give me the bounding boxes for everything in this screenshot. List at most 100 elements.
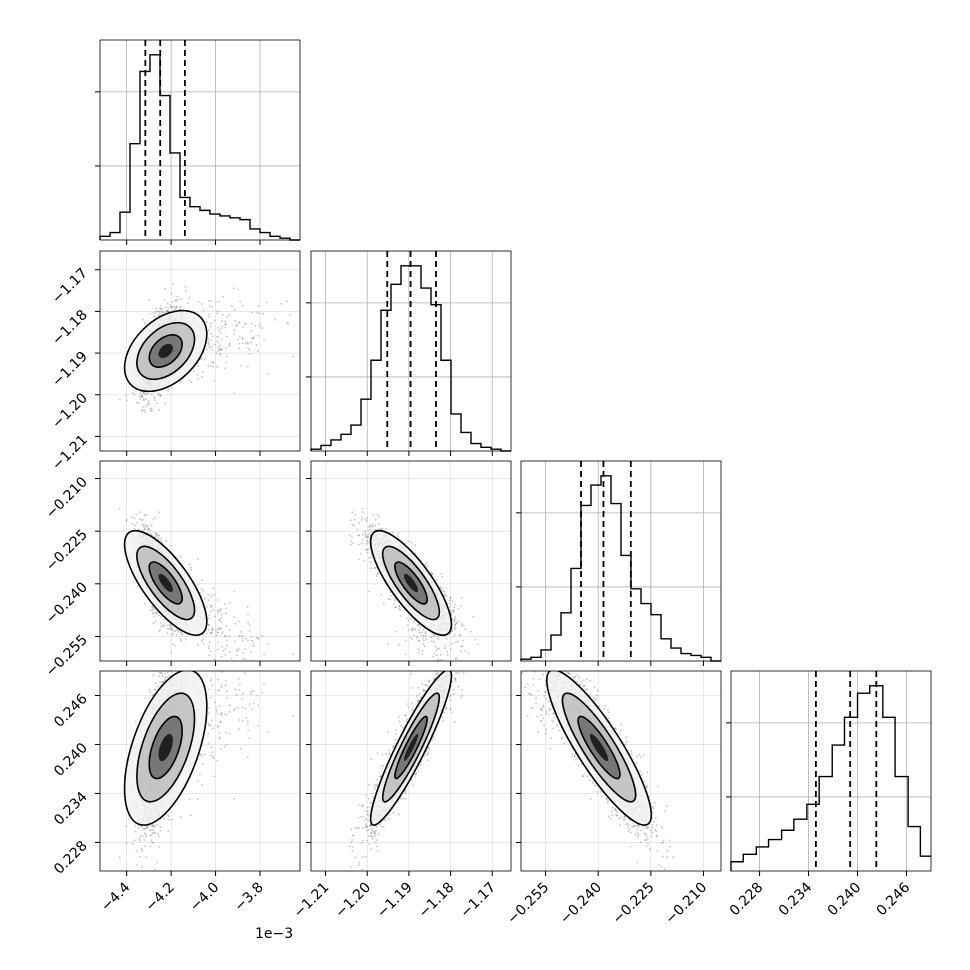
sample-point bbox=[238, 634, 240, 637]
sample-point bbox=[209, 365, 212, 367]
sample-point bbox=[257, 305, 260, 308]
sample-point bbox=[224, 320, 227, 323]
sample-point bbox=[250, 341, 253, 344]
sample-point bbox=[200, 357, 203, 360]
sample-point bbox=[263, 338, 265, 341]
sample-point bbox=[196, 377, 199, 380]
sample-point bbox=[220, 632, 223, 635]
sample-point bbox=[258, 674, 260, 676]
sample-point bbox=[131, 391, 134, 394]
sample-point bbox=[235, 649, 238, 652]
sample-point bbox=[210, 631, 212, 634]
sample-point bbox=[141, 395, 143, 398]
sample-point bbox=[210, 595, 213, 598]
sample-point bbox=[142, 525, 145, 528]
histogram-step-line bbox=[310, 265, 511, 452]
sample-point bbox=[237, 338, 240, 341]
sample-point bbox=[135, 513, 138, 516]
sample-point bbox=[225, 355, 228, 358]
sample-point bbox=[152, 607, 155, 610]
sample-point bbox=[141, 395, 144, 398]
sample-point bbox=[208, 654, 211, 657]
sample-point bbox=[171, 300, 174, 303]
sample-point bbox=[211, 335, 214, 338]
sample-point bbox=[176, 295, 179, 298]
sample-point bbox=[224, 653, 227, 656]
sample-point bbox=[208, 305, 211, 308]
sample-point bbox=[145, 398, 147, 401]
sample-point bbox=[190, 566, 192, 569]
sample-point bbox=[175, 305, 177, 308]
sample-point bbox=[141, 406, 144, 409]
sample-point bbox=[152, 622, 155, 625]
sample-point bbox=[230, 657, 233, 660]
sample-point bbox=[257, 334, 260, 337]
sample-point bbox=[161, 307, 163, 310]
sample-point bbox=[145, 524, 148, 527]
sample-point bbox=[201, 376, 204, 378]
sample-point bbox=[226, 644, 228, 647]
sample-point bbox=[159, 311, 161, 314]
sample-point bbox=[252, 337, 255, 340]
sample-point bbox=[146, 403, 149, 406]
sample-point bbox=[241, 337, 244, 340]
sample-point bbox=[174, 630, 176, 632]
sample-point bbox=[258, 661, 260, 663]
sample-point bbox=[162, 311, 164, 313]
sample-point bbox=[220, 621, 223, 624]
sample-point bbox=[228, 629, 231, 632]
sample-point bbox=[196, 583, 199, 586]
sample-point bbox=[248, 353, 251, 356]
sample-point bbox=[217, 350, 219, 353]
sample-point bbox=[208, 345, 211, 348]
sample-point bbox=[154, 536, 156, 538]
sample-point bbox=[238, 335, 241, 338]
sample-point bbox=[213, 658, 216, 661]
sample-point bbox=[142, 392, 144, 394]
sample-point bbox=[238, 635, 241, 637]
sample-point bbox=[175, 306, 178, 309]
sample-point bbox=[145, 513, 148, 516]
sample-point bbox=[170, 651, 173, 654]
sample-point bbox=[217, 628, 220, 631]
sample-point bbox=[228, 345, 231, 348]
sample-point bbox=[209, 606, 212, 609]
sample-point bbox=[250, 330, 253, 333]
sample-point bbox=[148, 528, 151, 531]
sample-point bbox=[166, 309, 169, 312]
panel-frame bbox=[730, 670, 932, 872]
sample-point bbox=[233, 329, 236, 332]
sample-point bbox=[146, 525, 149, 528]
sample-point bbox=[220, 354, 223, 356]
sample-point bbox=[186, 302, 189, 305]
sample-point bbox=[159, 307, 161, 310]
sample-point bbox=[171, 386, 173, 389]
sample-point bbox=[169, 623, 171, 626]
sample-point bbox=[155, 307, 158, 310]
sample-point bbox=[179, 556, 182, 558]
sample-point bbox=[164, 306, 167, 309]
sample-point bbox=[239, 365, 242, 367]
sample-point bbox=[225, 639, 228, 642]
sample-point bbox=[149, 529, 152, 532]
sample-point bbox=[244, 322, 246, 325]
sample-point bbox=[140, 394, 143, 397]
sample-point bbox=[224, 323, 227, 325]
sample-point bbox=[168, 627, 171, 630]
sample-point bbox=[238, 342, 241, 345]
sample-point bbox=[137, 402, 140, 404]
sample-point bbox=[141, 408, 144, 411]
sample-point bbox=[202, 642, 205, 645]
sample-point bbox=[150, 410, 152, 412]
sample-point bbox=[140, 519, 143, 522]
density-contour bbox=[158, 343, 173, 359]
sample-point bbox=[209, 610, 212, 613]
sample-point bbox=[157, 536, 160, 539]
sample-point bbox=[220, 627, 222, 630]
sample-point bbox=[140, 410, 143, 413]
sample-point bbox=[177, 631, 180, 633]
sample-point bbox=[220, 320, 223, 322]
sample-point bbox=[174, 299, 176, 301]
sample-point bbox=[215, 634, 218, 637]
sample-point bbox=[217, 631, 219, 634]
